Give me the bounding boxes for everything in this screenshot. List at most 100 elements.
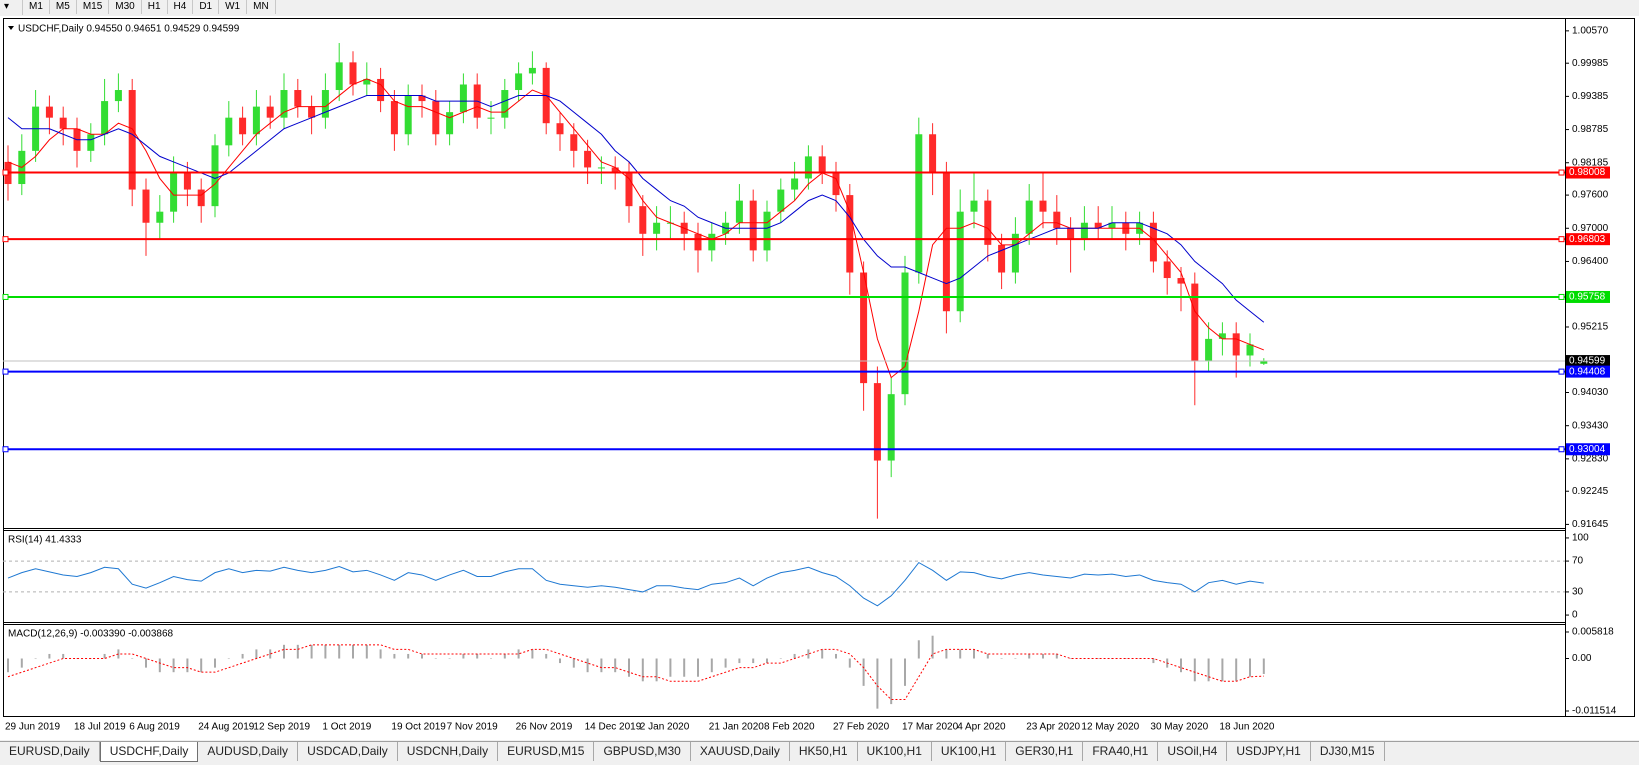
rsi-line (7, 561, 1264, 607)
macd-bar (917, 640, 920, 659)
y-tick-label: -0.011514 (1572, 706, 1617, 717)
candle-body (1232, 333, 1240, 356)
candle-body (749, 200, 757, 251)
candle-body (239, 117, 247, 135)
macd-bar (34, 658, 37, 660)
chart-tab[interactable]: XAUUSD,Daily (691, 742, 790, 761)
macd-bar (214, 658, 216, 668)
timeframe-button[interactable]: H1 (142, 0, 168, 14)
line-price-box (1566, 166, 1610, 179)
chart-tab[interactable]: GER30,H1 (1006, 742, 1084, 761)
macd-bar (462, 653, 465, 659)
candle-body (901, 272, 909, 395)
candle-body (59, 117, 67, 129)
chart-title: USDCHF,Daily 0.94550 0.94651 0.94529 0.9… (18, 24, 240, 35)
macd-bar (973, 649, 975, 659)
line-handle (2, 293, 9, 300)
candle-body (363, 78, 371, 85)
line-price-label: 0.93004 (1569, 444, 1606, 455)
macd-bar (904, 658, 906, 686)
chart-tab[interactable]: USDCHF,Daily (99, 742, 199, 762)
candle-body (1205, 338, 1213, 361)
chart-tab[interactable]: GBPUSD,M30 (594, 742, 691, 761)
macd-bar (614, 658, 617, 673)
macd-bar (738, 658, 741, 664)
macd-bar (1262, 658, 1265, 674)
timeframe-button[interactable]: M30 (109, 0, 142, 14)
x-tick-label: 24 Aug 2019 (198, 722, 255, 733)
toolbar-menu[interactable]: ▾ (0, 0, 23, 15)
x-tick-label: 7 Nov 2019 (447, 722, 499, 733)
chart-tab[interactable]: USDCNH,Daily (398, 742, 499, 761)
chart-tab[interactable]: FRA40,H1 (1083, 742, 1159, 761)
macd-bar (1042, 653, 1044, 659)
x-tick-label: 4 Apr 2020 (957, 722, 1006, 733)
timeframe-button[interactable]: M1 (23, 0, 50, 14)
y-tick-label: 0.93430 (1572, 420, 1609, 431)
candle-body (1039, 200, 1047, 212)
timeframe-button[interactable]: W1 (219, 0, 248, 14)
macd-bar (117, 649, 120, 659)
chart-tab[interactable]: USDJPY,H1 (1227, 742, 1311, 761)
candle-body (570, 134, 578, 151)
x-tick-label: 19 Oct 2019 (391, 722, 446, 733)
candle-body (735, 200, 743, 223)
chart-tab[interactable]: EURUSD,M15 (498, 742, 595, 761)
y-tick-label: 0.96400 (1572, 256, 1609, 267)
macd-bar (531, 649, 534, 659)
candle-body (763, 211, 771, 251)
timeframe-button[interactable]: MN (247, 0, 276, 14)
chart-tab[interactable]: USDCAD,Daily (298, 742, 398, 761)
line-price-box (1566, 443, 1610, 456)
y-tick-label: 0.97600 (1572, 190, 1609, 201)
macd-bar (807, 649, 810, 659)
macd-bar (1221, 658, 1224, 682)
macd-bar (158, 658, 161, 673)
candle-body (832, 172, 840, 196)
collapse-icon[interactable] (8, 26, 14, 30)
candle-body (266, 106, 274, 118)
timeframe-button[interactable]: M5 (50, 0, 77, 14)
candle-body (1218, 333, 1226, 339)
current-price-label: 0.94599 (1569, 356, 1606, 367)
macd-bar (227, 658, 230, 660)
candle-body (459, 84, 467, 113)
chart-tab[interactable]: UK100,H1 (858, 742, 932, 761)
x-tick-label: 12 May 2020 (1081, 722, 1139, 733)
candle-body (211, 145, 219, 207)
macd-bar (490, 658, 492, 660)
chart-tab[interactable]: UK100,H1 (932, 742, 1007, 761)
line-handle (2, 169, 9, 176)
x-tick-label: 29 Jun 2019 (5, 722, 60, 733)
macd-bar (365, 644, 368, 659)
macd-bar (20, 658, 23, 668)
line-handle (1558, 236, 1565, 243)
macd-bar (172, 658, 175, 673)
macd-bar (324, 644, 327, 659)
chart-tab[interactable]: DJ30,M15 (1311, 742, 1385, 761)
line-price-box (1566, 233, 1610, 246)
macd-bar (103, 653, 106, 659)
chart-background (0, 16, 1639, 740)
candle-body (597, 167, 605, 169)
x-tick-label: 21 Jan 2020 (709, 722, 764, 733)
timeframe-button[interactable]: M15 (77, 0, 110, 14)
macd-bar (76, 658, 78, 660)
macd-bar (766, 658, 768, 664)
macd-bar (669, 658, 672, 677)
timeframe-toolbar: ▾ M1 M5 M15 M30 H1 H4 D1 W1 MN (0, 0, 276, 15)
x-tick-label: 2 Jan 2020 (640, 722, 690, 733)
candle-body (653, 222, 661, 234)
timeframe-button[interactable]: H4 (168, 0, 194, 14)
y-tick-label: 0.91645 (1572, 519, 1609, 530)
y-tick-label: 0.97000 (1572, 223, 1609, 234)
line-handle (2, 236, 9, 243)
macd-bar (62, 653, 65, 659)
chart-tab[interactable]: USOil,H4 (1158, 742, 1228, 761)
chart-tab[interactable]: AUDUSD,Daily (198, 742, 299, 761)
chart-tab[interactable]: EURUSD,Daily (0, 742, 100, 761)
candle-body (45, 106, 53, 118)
chart-tab[interactable]: HK50,H1 (790, 742, 858, 761)
timeframe-button[interactable]: D1 (193, 0, 220, 14)
macd-bar (517, 649, 520, 659)
